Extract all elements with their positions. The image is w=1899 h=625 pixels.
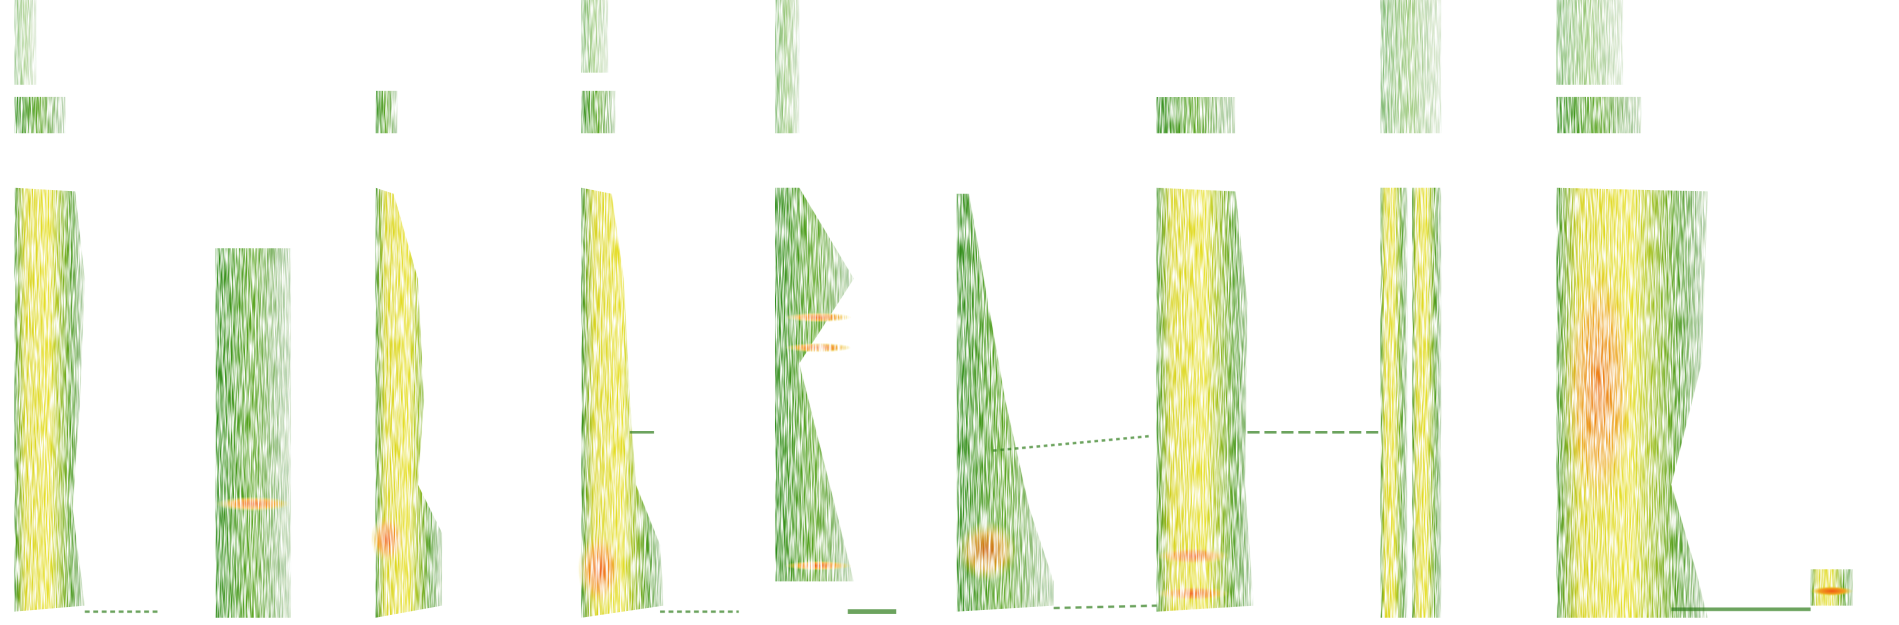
energy-column	[956, 193, 1054, 612]
tonal-line	[784, 560, 852, 571]
tonal-line	[784, 312, 852, 323]
energy-column	[1412, 187, 1442, 618]
hotspot	[1562, 254, 1635, 521]
harmonic-band	[581, 0, 608, 73]
noise-lines	[84, 431, 1811, 615]
energy-column	[14, 187, 85, 612]
tonal-line	[1810, 586, 1853, 596]
tonal-line	[1156, 547, 1230, 565]
tonal-line	[1053, 604, 1157, 610]
spectrogram-body	[14, 0, 1853, 618]
energy-column	[375, 187, 443, 618]
harmonic-band	[1556, 96, 1642, 134]
harmonic-band	[14, 96, 66, 134]
hotspot	[956, 520, 1018, 582]
harmonic-band	[1556, 0, 1623, 85]
energy-column	[215, 248, 291, 618]
tonal-line	[215, 496, 291, 512]
tonal-line	[992, 434, 1151, 452]
energy-column	[775, 187, 854, 582]
harmonic-band	[375, 90, 398, 134]
harmonic-band	[775, 0, 800, 134]
harmonic-band	[14, 0, 37, 85]
harmonic-band	[1380, 0, 1442, 134]
tonal-line	[1156, 586, 1230, 601]
energy-column	[1156, 187, 1254, 612]
energy-column	[581, 187, 664, 618]
harmonic-band	[1156, 96, 1236, 134]
tonal-line	[784, 342, 852, 353]
hotspot	[577, 532, 622, 606]
harmonic-band	[581, 90, 616, 134]
hotspot	[370, 514, 405, 564]
energy-column	[1380, 187, 1408, 618]
